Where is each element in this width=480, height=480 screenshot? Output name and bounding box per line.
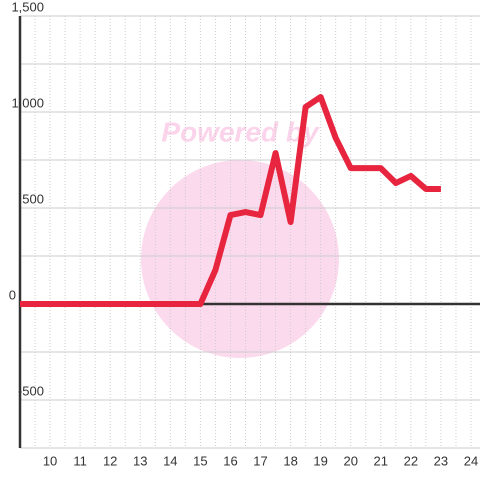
y-tick-label: -500: [18, 383, 44, 398]
x-tick-label: 16: [223, 453, 237, 468]
y-tick-label: 500: [22, 191, 44, 206]
x-tick-label: 11: [73, 453, 87, 468]
x-tick-label: 10: [43, 453, 57, 468]
x-tick-label: 23: [434, 453, 448, 468]
x-tick-label: 21: [374, 453, 388, 468]
x-tick-label: 22: [404, 453, 418, 468]
watermark: Powered by: [161, 116, 320, 147]
x-tick-label: 14: [163, 453, 177, 468]
y-tick-label: 1,500: [11, 0, 44, 14]
x-tick-label: 12: [103, 453, 117, 468]
x-tick-label: 17: [253, 453, 267, 468]
y-tick-label: 1,000: [11, 95, 44, 110]
x-tick-label: 24: [464, 453, 478, 468]
x-tick-label: 18: [283, 453, 297, 468]
x-tick-label: 20: [343, 453, 357, 468]
x-tick-label: 13: [133, 453, 147, 468]
line: [20, 94, 441, 307]
y-tick-label: 0: [9, 287, 16, 302]
x-tick-label: 15: [193, 453, 207, 468]
x-tick-label: 19: [313, 453, 327, 468]
